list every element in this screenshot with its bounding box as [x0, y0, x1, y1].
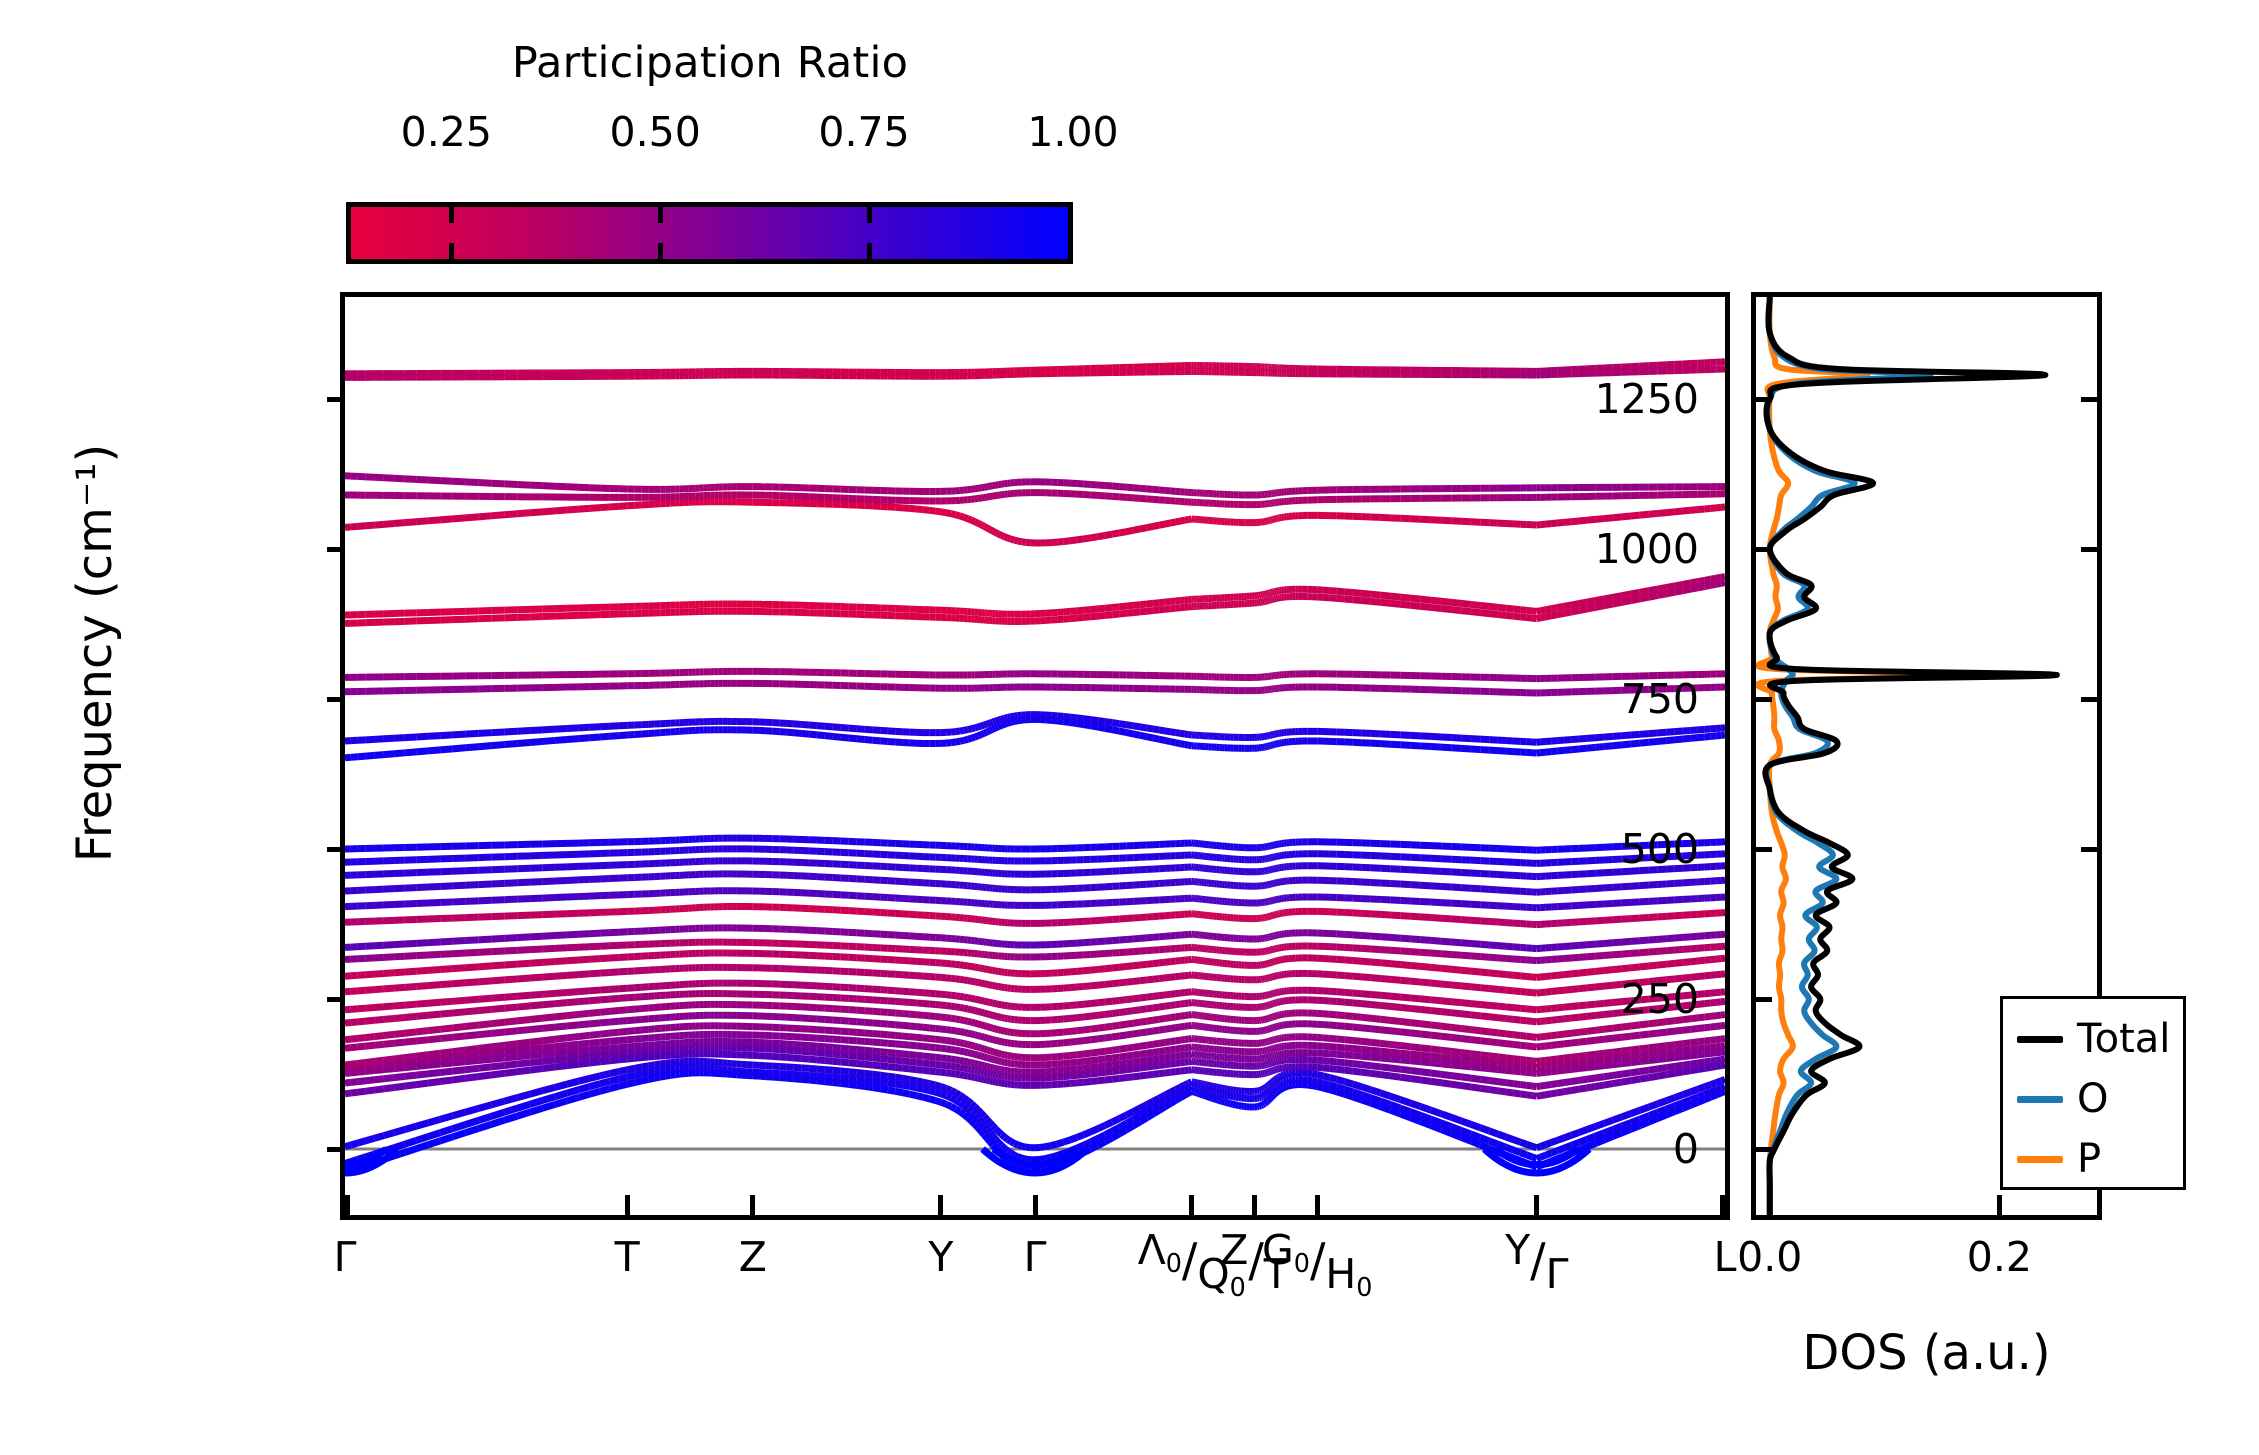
- x-tick-label: G0/H0: [1261, 1225, 1373, 1303]
- legend-item[interactable]: O: [2003, 1069, 2183, 1129]
- colorbar-tick-label: 0.25: [400, 108, 492, 156]
- x-tick: [624, 1195, 630, 1215]
- x-tick-label: L: [1713, 1233, 1737, 1281]
- colorbar-tick: [866, 243, 872, 259]
- dos-x-tick-label: 0.2: [1966, 1233, 2033, 1281]
- dos-y-tick: [1756, 996, 1772, 1002]
- dos-panel[interactable]: 0.0 0.2: [1737, 292, 2102, 1281]
- colorbar-gradient: [351, 207, 1068, 259]
- colorbar-tick-labels: 0.25 0.50 0.75 1.00: [330, 108, 1119, 158]
- colorbar-tick: [866, 207, 872, 223]
- x-tick: [1314, 1195, 1320, 1215]
- colorbar-tick-label: 1.00: [1027, 108, 1119, 156]
- dos-x-tick: [1767, 1195, 1773, 1215]
- dos-y-tick: [1756, 846, 1772, 852]
- legend-line-swatch: [2017, 1155, 2063, 1163]
- x-tick: [938, 1195, 944, 1215]
- x-tick: [1189, 1195, 1195, 1215]
- legend-item[interactable]: P: [2003, 1129, 2183, 1189]
- y-tick: [327, 696, 345, 702]
- x-tick-label: Γ: [1023, 1233, 1047, 1281]
- y-tick: [327, 396, 345, 402]
- dos-legend[interactable]: Total O P: [2000, 996, 2186, 1190]
- dos-y-tick: [1756, 546, 1772, 552]
- x-tick-label: T: [614, 1233, 640, 1281]
- colorbar-tick: [448, 243, 454, 259]
- colorbar-tick-label: 0.75: [818, 108, 910, 156]
- legend-item[interactable]: Total: [2003, 1009, 2183, 1069]
- dos-y-tick: [1756, 1146, 1772, 1152]
- x-tick: [1720, 1195, 1725, 1215]
- dos-y-tick: [1756, 696, 1772, 702]
- x-tick-label: Z: [738, 1233, 767, 1281]
- x-tick-label: Y/Γ: [1505, 1225, 1569, 1299]
- dos-x-tick-label: 0.0: [1737, 1233, 1803, 1281]
- legend-line-swatch: [2017, 1035, 2063, 1043]
- y-tick-label: 750: [1620, 675, 1699, 723]
- x-tick: [345, 1195, 350, 1215]
- colorbar[interactable]: [346, 202, 1073, 264]
- colorbar-tick: [657, 243, 663, 259]
- legend-label: P: [2077, 1136, 2102, 1182]
- x-tick: [1534, 1195, 1540, 1215]
- dos-y-tick: [1756, 396, 1772, 402]
- y-tick-label: 250: [1620, 975, 1699, 1023]
- colorbar-tick: [448, 207, 454, 223]
- band-structure-plot: [345, 358, 1725, 1177]
- y-tick: [327, 546, 345, 552]
- band-structure-panel[interactable]: 0 250 500 750 1000 1250 Γ T Z Y Γ Λ0/Q0 Z/T G0/H0 Y/Γ…: [327, 292, 1736, 1302]
- y-tick: [327, 846, 345, 852]
- legend-line-swatch: [2017, 1095, 2063, 1103]
- colorbar-title: Participation Ratio: [511, 38, 909, 88]
- y-tick-label: 500: [1620, 825, 1699, 873]
- dos-y-tick: [2081, 546, 2097, 552]
- dos-x-tick: [1996, 1195, 2002, 1215]
- y-tick-label: 0: [1672, 1125, 1699, 1173]
- colorbar-tick: [657, 207, 663, 223]
- legend-label: O: [2077, 1076, 2109, 1122]
- dos-y-tick: [2081, 846, 2097, 852]
- dos-axis-label: DOS (a.u.): [1802, 1325, 2051, 1381]
- x-tick-label: Γ: [333, 1233, 357, 1281]
- x-tick: [750, 1195, 756, 1215]
- y-axis-label: Frequency (cm⁻¹): [67, 443, 123, 863]
- legend-label: Total: [2077, 1016, 2171, 1062]
- dos-plot: [1756, 297, 2060, 1215]
- y-tick-label: 1000: [1594, 525, 1699, 573]
- y-tick: [327, 1146, 345, 1152]
- x-tick-label: Y: [928, 1233, 954, 1281]
- x-tick-label: Z/T: [1220, 1225, 1289, 1299]
- x-tick: [1252, 1195, 1258, 1215]
- y-tick-label: 1250: [1594, 375, 1699, 423]
- dos-y-tick: [2081, 396, 2097, 402]
- colorbar-tick-label: 0.50: [609, 108, 701, 156]
- x-tick: [1032, 1195, 1038, 1215]
- x-tick-label: Λ0/Q0: [1137, 1225, 1246, 1303]
- y-tick: [327, 996, 345, 1002]
- dos-y-tick: [2081, 696, 2097, 702]
